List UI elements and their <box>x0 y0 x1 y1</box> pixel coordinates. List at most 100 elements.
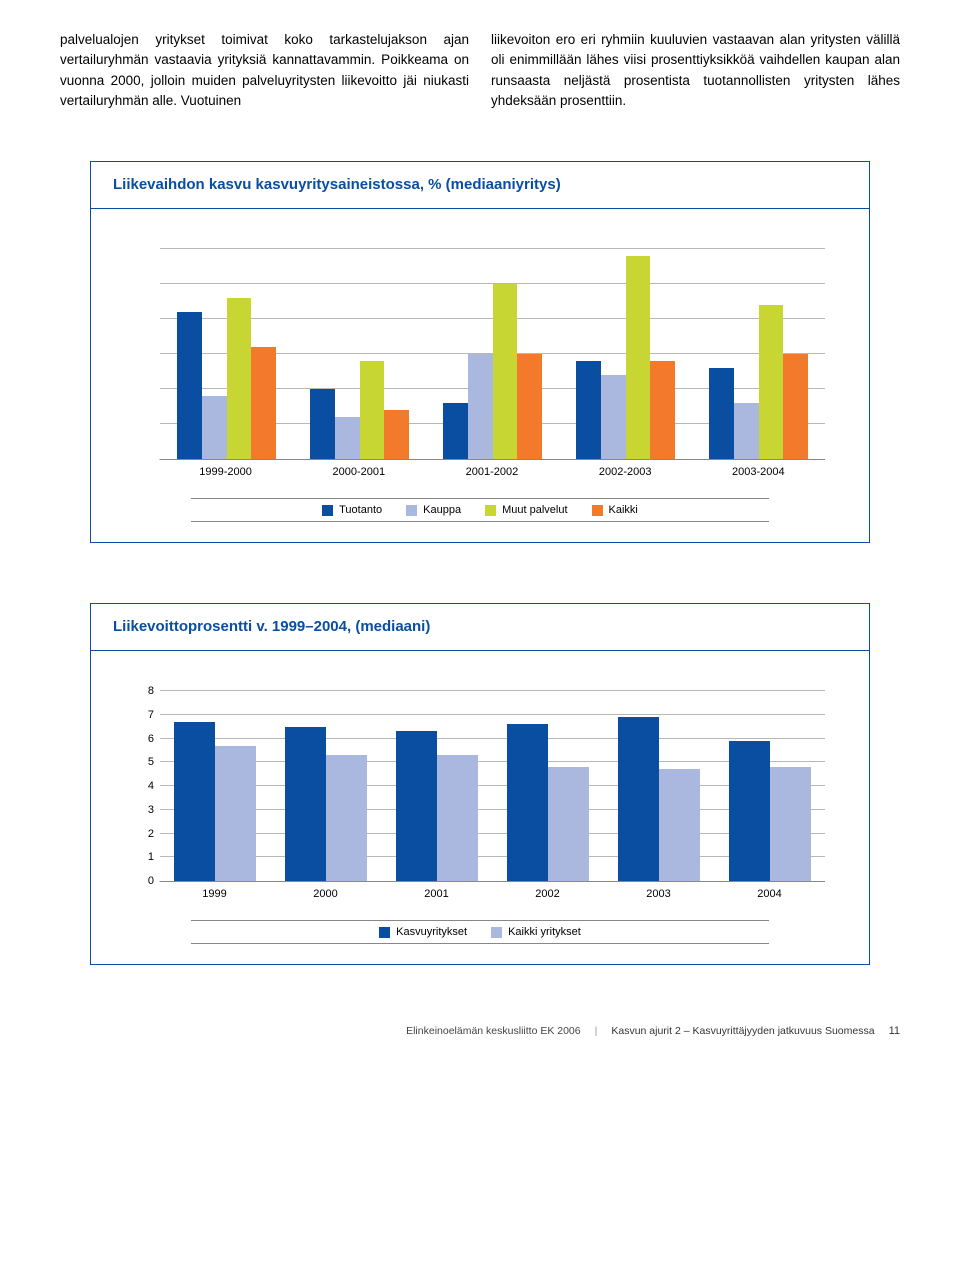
legend-swatch <box>322 505 333 516</box>
x-axis-label: 2000-2001 <box>292 466 425 478</box>
bar <box>770 767 811 881</box>
x-axis-label: 2001 <box>381 888 492 900</box>
bar-group <box>559 249 692 459</box>
chart2-x-labels: 199920002001200220032004 <box>159 888 825 900</box>
y-axis-label: 2 <box>132 828 154 840</box>
bar <box>759 305 784 459</box>
legend-item: Kauppa <box>406 504 461 516</box>
bar <box>227 298 252 459</box>
bar-group <box>603 691 714 881</box>
y-axis-label: 3 <box>132 804 154 816</box>
text-col-right: liikevoiton ero eri ryhmiin kuuluvien va… <box>491 30 900 111</box>
bar <box>507 724 548 881</box>
bar <box>202 396 227 459</box>
bar-group <box>271 691 382 881</box>
bar-group <box>426 249 559 459</box>
bar <box>174 722 215 881</box>
footer-sep: | <box>595 1025 598 1037</box>
x-axis-label: 2001-2002 <box>425 466 558 478</box>
bar-group <box>293 249 426 459</box>
legend-label: Muut palvelut <box>502 504 567 516</box>
bar <box>396 731 437 881</box>
x-axis-label: 2002-2003 <box>559 466 692 478</box>
bar <box>576 361 601 459</box>
legend-item: Kasvuyritykset <box>379 926 467 938</box>
chart1-body: 1999-20002000-20012001-20022002-20032003… <box>91 209 869 542</box>
bar <box>215 746 256 881</box>
chart1-title: Liikevaihdon kasvu kasvuyritysaineistoss… <box>113 176 561 193</box>
bar <box>601 375 626 459</box>
text-col-left: palvelualojen yritykset toimivat koko ta… <box>60 30 469 111</box>
legend-swatch <box>485 505 496 516</box>
x-axis-label: 2004 <box>714 888 825 900</box>
legend-swatch <box>406 505 417 516</box>
chart2-title-row: Liikevoittoprosentti v. 1999–2004, (medi… <box>91 604 869 651</box>
legend-swatch <box>491 927 502 938</box>
x-axis-label: 2002 <box>492 888 603 900</box>
page-footer: Elinkeinoelämän keskusliitto EK 2006 | K… <box>60 1025 900 1037</box>
bar <box>310 389 335 459</box>
chart1-x-labels: 1999-20002000-20012001-20022002-20032003… <box>159 466 825 478</box>
y-axis-label: 5 <box>132 756 154 768</box>
bar-group <box>160 249 293 459</box>
bar <box>626 256 651 459</box>
bar <box>335 417 360 459</box>
bar <box>650 361 675 459</box>
x-axis-label: 2003 <box>603 888 714 900</box>
legend-label: Kaikki <box>609 504 638 516</box>
bar <box>729 741 770 881</box>
bar-group <box>692 249 825 459</box>
bar <box>443 403 468 459</box>
y-axis-label: 1 <box>132 851 154 863</box>
legend-label: Kaikki yritykset <box>508 926 581 938</box>
bar <box>734 403 759 459</box>
legend-item: Kaikki <box>592 504 638 516</box>
bar <box>437 755 478 881</box>
y-axis-label: 6 <box>132 733 154 745</box>
x-axis-label: 1999 <box>159 888 270 900</box>
chart-box-2: Liikevoittoprosentti v. 1999–2004, (medi… <box>90 603 870 965</box>
bar <box>251 347 276 459</box>
bar <box>783 354 808 459</box>
chart-box-1: Liikevaihdon kasvu kasvuyritysaineistoss… <box>90 161 870 543</box>
legend-item: Kaikki yritykset <box>491 926 581 938</box>
y-axis-label: 4 <box>132 780 154 792</box>
footer-right: Kasvun ajurit 2 – Kasvuyrittäjyyden jatk… <box>611 1025 874 1037</box>
legend-swatch <box>379 927 390 938</box>
footer-page: 11 <box>889 1025 900 1037</box>
bar-group <box>714 691 825 881</box>
bar-group <box>382 691 493 881</box>
chart2-body: 012345678 199920002001200220032004 Kasvu… <box>91 651 869 964</box>
bar <box>618 717 659 881</box>
y-axis-label: 8 <box>132 685 154 697</box>
legend-swatch <box>592 505 603 516</box>
x-axis-label: 2003-2004 <box>692 466 825 478</box>
x-axis-label: 2000 <box>270 888 381 900</box>
bar <box>177 312 202 459</box>
y-axis-label: 7 <box>132 709 154 721</box>
chart2-title: Liikevoittoprosentti v. 1999–2004, (medi… <box>113 618 430 635</box>
bar <box>659 769 700 881</box>
bar <box>517 354 542 459</box>
chart2-plot-area: 012345678 <box>159 691 825 882</box>
chart2-plot-wrapper: 012345678 199920002001200220032004 <box>131 691 829 900</box>
bar <box>468 354 493 459</box>
bar <box>360 361 385 459</box>
y-axis-label: 0 <box>132 875 154 887</box>
bar <box>326 755 367 881</box>
chart1-title-row: Liikevaihdon kasvu kasvuyritysaineistoss… <box>91 162 869 209</box>
bar-group <box>160 691 271 881</box>
bar <box>548 767 589 881</box>
legend-item: Tuotanto <box>322 504 382 516</box>
legend-label: Kasvuyritykset <box>396 926 467 938</box>
x-axis-label: 1999-2000 <box>159 466 292 478</box>
chart2-legend: Kasvuyritykset Kaikki yritykset <box>191 920 769 944</box>
bar <box>285 727 326 881</box>
bar <box>709 368 734 459</box>
bar <box>384 410 409 459</box>
legend-label: Kauppa <box>423 504 461 516</box>
bar-group <box>493 691 604 881</box>
legend-label: Tuotanto <box>339 504 382 516</box>
page: palvelualojen yritykset toimivat koko ta… <box>0 0 960 1067</box>
chart1-legend: Tuotanto Kauppa Muut palvelut Kaikki <box>191 498 769 522</box>
